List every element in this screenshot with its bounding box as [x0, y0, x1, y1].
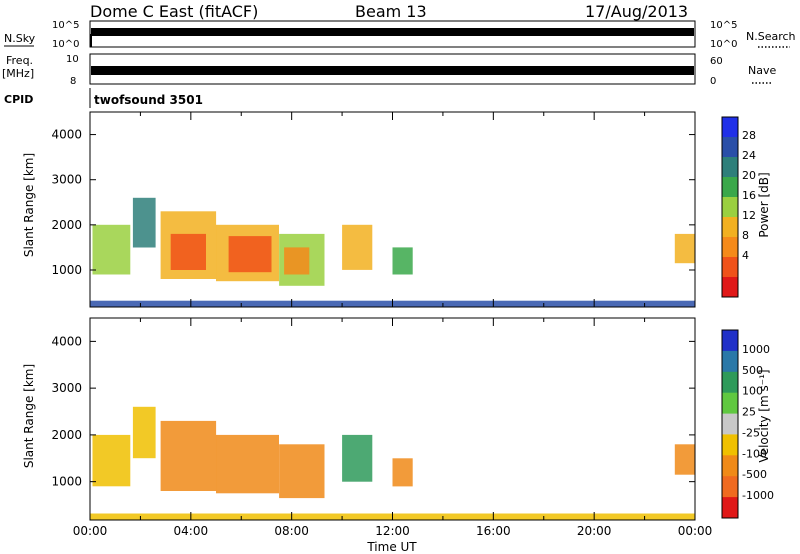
- power-colorbar-tick-0: 28: [742, 129, 756, 142]
- velocity-patch-2: [160, 420, 217, 491]
- power-ytick-label-1: 3000: [51, 173, 82, 187]
- power-colorbar-swatch-1: [722, 137, 738, 158]
- nsearch-tick-bottom: 10^0: [710, 39, 737, 50]
- nave-trace: [91, 66, 694, 75]
- power-patch-9: [392, 247, 413, 275]
- velocity-patch-0: [92, 434, 131, 487]
- power-colorbar-tick-3: 16: [742, 189, 756, 202]
- cpid-label: CPID: [4, 93, 33, 106]
- velocity-colorbar-swatch-8: [722, 497, 738, 519]
- power-colorbar-swatch-7: [722, 257, 738, 278]
- velocity-xtick-label-2: 08:00: [274, 524, 309, 538]
- velocity-patch-1: [132, 406, 156, 459]
- velocity-xtick-label-5: 20:00: [577, 524, 612, 538]
- velocity-colorbar-frame: [721, 329, 739, 519]
- power-colorbar-tick-6: 4: [742, 249, 749, 262]
- cpid-row: CPID twofsound 3501: [4, 88, 203, 108]
- velocity-ytick-label-3: 1000: [51, 475, 82, 489]
- velocity-colorbar-tick-7: -1000: [742, 489, 774, 502]
- station-title: Dome C East (fitACF): [90, 2, 258, 21]
- velocity-colorbar-tick-1: 500: [742, 364, 763, 377]
- power-colorbar-tick-1: 24: [742, 149, 756, 162]
- power-patch-10: [674, 233, 695, 264]
- freq-panel: Freq. [MHz] 10 8 60 0 Nave: [2, 53, 776, 87]
- nsky-tick-bottom: 10^0: [52, 39, 79, 50]
- power-colorbar-frame: [721, 116, 739, 298]
- power-colorbar-swatch-3: [722, 177, 738, 198]
- nave-tick-bottom: 0: [710, 76, 716, 87]
- velocity-colorbar-tick-0: 1000: [742, 343, 770, 356]
- velocity-xtick-label-0: 00:00: [73, 524, 108, 538]
- power-colorbar-tick-2: 20: [742, 169, 756, 182]
- velocity-ytick-label-1: 3000: [51, 381, 82, 395]
- velocity-patch-6: [392, 458, 413, 487]
- freq-unit: [MHz]: [2, 67, 34, 80]
- velocity-colorbar-label: Velocity [m s⁻¹]: [757, 369, 771, 462]
- power-ytick-label-3: 1000: [51, 263, 82, 277]
- velocity-colorbar-tick-5: -100: [742, 447, 767, 460]
- velocity-colorbar-swatch-5: [722, 434, 738, 456]
- velocity-ytick-label-2: 2000: [51, 428, 82, 442]
- nsky-tick-top: 10^5: [52, 20, 79, 31]
- power-colorbar-tick-4: 12: [742, 209, 756, 222]
- velocity-colorbar-swatch-4: [722, 413, 738, 435]
- nave-label: Nave: [748, 64, 776, 77]
- time-axis-label: Time UT: [366, 540, 417, 554]
- power-colorbar-swatch-5: [722, 217, 738, 238]
- velocity-xtick-label-3: 12:00: [375, 524, 410, 538]
- velocity-xtick-label-1: 04:00: [174, 524, 209, 538]
- nsearch-tick-top: 10^5: [710, 20, 737, 31]
- velocity-colorbar-swatch-1: [722, 350, 738, 373]
- velocity-colorbar-tick-2: 100: [742, 385, 763, 398]
- date-label: 17/Aug/2013: [585, 2, 688, 21]
- velocity-colorbar-swatch-2: [722, 371, 738, 394]
- velocity-ylabel: Slant Range [km]: [22, 364, 36, 468]
- velocity-xtick-label-6: 00:00: [678, 524, 713, 538]
- velocity-colorbar-swatch-7: [722, 476, 738, 498]
- velocity-colorbar-tick-3: 25: [742, 406, 756, 419]
- velocity-colorbar-swatch-3: [722, 392, 738, 415]
- velocity-patch-4: [279, 444, 325, 499]
- power-patch-8: [342, 224, 373, 270]
- power-ytick-label-2: 2000: [51, 218, 82, 232]
- power-patch-7: [284, 247, 310, 275]
- power-patch-1: [132, 197, 156, 248]
- noise-panel: N.Sky 10^5 10^0 10^5 10^0 N.Search: [4, 20, 796, 50]
- velocity-patch-3: [216, 434, 279, 494]
- power-ylabel: Slant Range [km]: [22, 153, 36, 257]
- velocity-patch-7: [674, 444, 695, 475]
- power-colorbar: Power [dB] 28 24 20 16 12 8 4: [721, 116, 771, 298]
- power-patch-5: [228, 236, 272, 273]
- power-ytick-label-0: 4000: [51, 128, 82, 142]
- nsky-label: N.Sky: [4, 32, 36, 45]
- freq-tick-bottom: 8: [70, 76, 76, 87]
- power-colorbar-tick-5: 8: [742, 229, 749, 242]
- power-colorbar-swatch-6: [722, 237, 738, 258]
- nsearch-label: N.Search: [746, 30, 796, 43]
- power-colorbar-swatch-0: [722, 117, 738, 138]
- power-patch-0: [92, 224, 131, 275]
- velocity-colorbar-tick-6: -500: [742, 468, 767, 481]
- velocity-panel: 4000 3000 2000 1000 00:00 04:00 08:00 12:00 16:0…: [22, 317, 713, 554]
- velocity-colorbar-swatch-0: [722, 330, 738, 352]
- velocity-colorbar-swatch-6: [722, 455, 738, 477]
- beam-label: Beam 13: [355, 2, 427, 21]
- power-colorbar-swatch-2: [722, 157, 738, 178]
- velocity-colorbar-tick-4: -25: [742, 426, 760, 439]
- power-patch-3: [170, 233, 206, 270]
- power-colorbar-swatch-8: [722, 277, 738, 298]
- nave-tick-top: 60: [710, 56, 723, 67]
- power-panel: 4000 3000 2000 1000 Slant Range [km]: [22, 111, 696, 308]
- velocity-colorbar: Velocity [m s⁻¹] 1000 500 100 25 -25 -100 -500…: [721, 329, 774, 519]
- power-colorbar-swatch-4: [722, 197, 738, 218]
- cpid-value: twofsound 3501: [94, 93, 203, 107]
- velocity-patch-5: [342, 434, 373, 482]
- velocity-xtick-label-4: 16:00: [476, 524, 511, 538]
- freq-tick-top: 10: [66, 54, 79, 65]
- power-colorbar-label: Power [dB]: [757, 172, 771, 237]
- velocity-ytick-label-0: 4000: [51, 334, 82, 348]
- noise-trace: [91, 28, 694, 36]
- freq-label: Freq.: [6, 54, 33, 67]
